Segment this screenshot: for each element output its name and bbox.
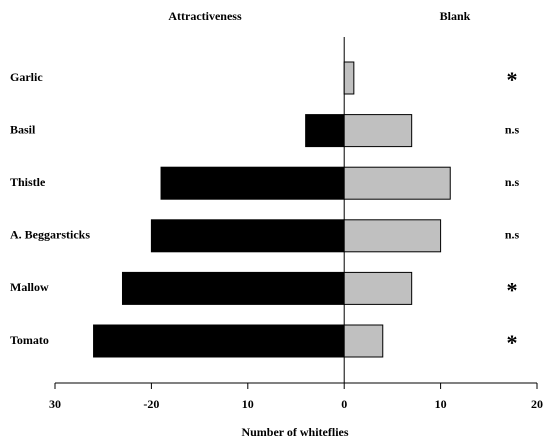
x-tick-label: 10 — [242, 397, 254, 411]
series-label: Blank — [440, 9, 471, 23]
bar — [343, 219, 442, 253]
bar — [343, 61, 355, 95]
bar — [305, 114, 345, 148]
significance-label: * — [507, 330, 518, 355]
x-tick-label: 30 — [49, 397, 61, 411]
bar — [93, 324, 345, 358]
x-tick-label: 0 — [341, 397, 347, 411]
x-tick-label: -20 — [143, 397, 159, 411]
category-label: Garlic — [10, 70, 43, 84]
category-label: Mallow — [10, 280, 49, 294]
x-tick-label: 10 — [435, 397, 447, 411]
significance-label: n.s — [505, 122, 520, 136]
x-tick-label: 20 — [531, 397, 543, 411]
series-label: Attractiveness — [168, 9, 242, 23]
bar — [150, 219, 345, 253]
bar — [343, 166, 451, 200]
significance-label: n.s — [505, 228, 520, 242]
category-label: A. Beggarsticks — [10, 228, 90, 242]
significance-label: * — [507, 277, 518, 302]
bar — [343, 324, 384, 358]
bar — [343, 114, 413, 148]
category-label: Tomato — [10, 333, 49, 347]
significance-label: * — [507, 67, 518, 92]
category-label: Thistle — [10, 175, 46, 189]
category-label: Basil — [10, 122, 36, 136]
bar — [343, 271, 413, 305]
significance-label: n.s — [505, 175, 520, 189]
bar — [121, 271, 345, 305]
bar — [160, 166, 345, 200]
x-axis-title: Number of whiteflies — [241, 425, 348, 439]
